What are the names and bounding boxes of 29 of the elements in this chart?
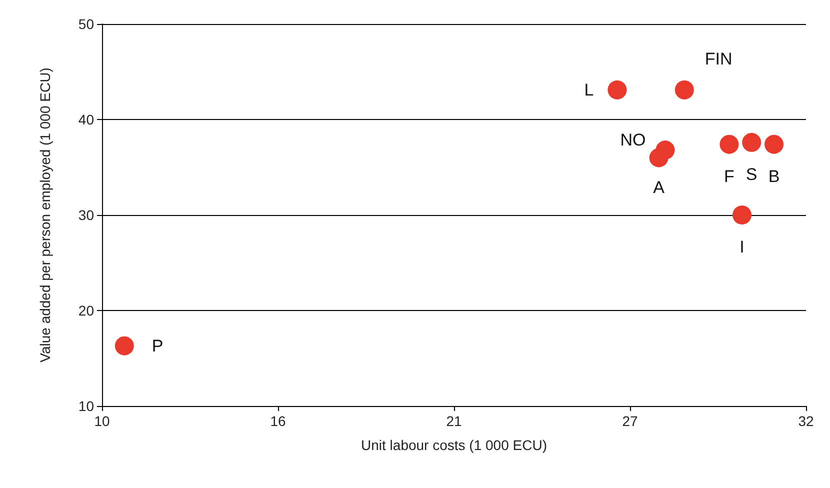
point — [742, 132, 762, 152]
point — [732, 206, 752, 224]
series-label: B — [768, 166, 780, 186]
point — [114, 336, 134, 356]
series-label: S — [746, 164, 758, 184]
point — [764, 134, 784, 154]
series-label: P — [152, 336, 164, 356]
y-tick-label: 20 — [78, 302, 94, 318]
y-tick-label: 50 — [78, 16, 94, 32]
point — [608, 80, 627, 100]
x-tick-label: 21 — [446, 413, 462, 429]
series-label: FIN — [704, 49, 732, 68]
series-label: F — [724, 166, 734, 186]
x-tick-label: 10 — [94, 413, 110, 429]
x-tick-label: 27 — [622, 413, 638, 429]
y-tick-label: 30 — [78, 207, 94, 223]
x-tick-label: 16 — [270, 413, 286, 429]
y-axis-title: Value added per person employed (1 000 ECU) — [37, 68, 53, 362]
y-tick-label: 10 — [78, 398, 94, 414]
x-axis-title: Unit labour costs (1 000 ECU) — [361, 437, 547, 453]
series-label: A — [653, 178, 666, 198]
point — [720, 134, 739, 154]
series-label: I — [740, 238, 744, 256]
point — [674, 80, 694, 100]
series-label: L — [584, 80, 594, 100]
series-label: NO — [620, 130, 646, 150]
point — [649, 148, 668, 168]
y-tick-label: 40 — [78, 112, 94, 128]
x-tick-label: 32 — [798, 413, 814, 429]
